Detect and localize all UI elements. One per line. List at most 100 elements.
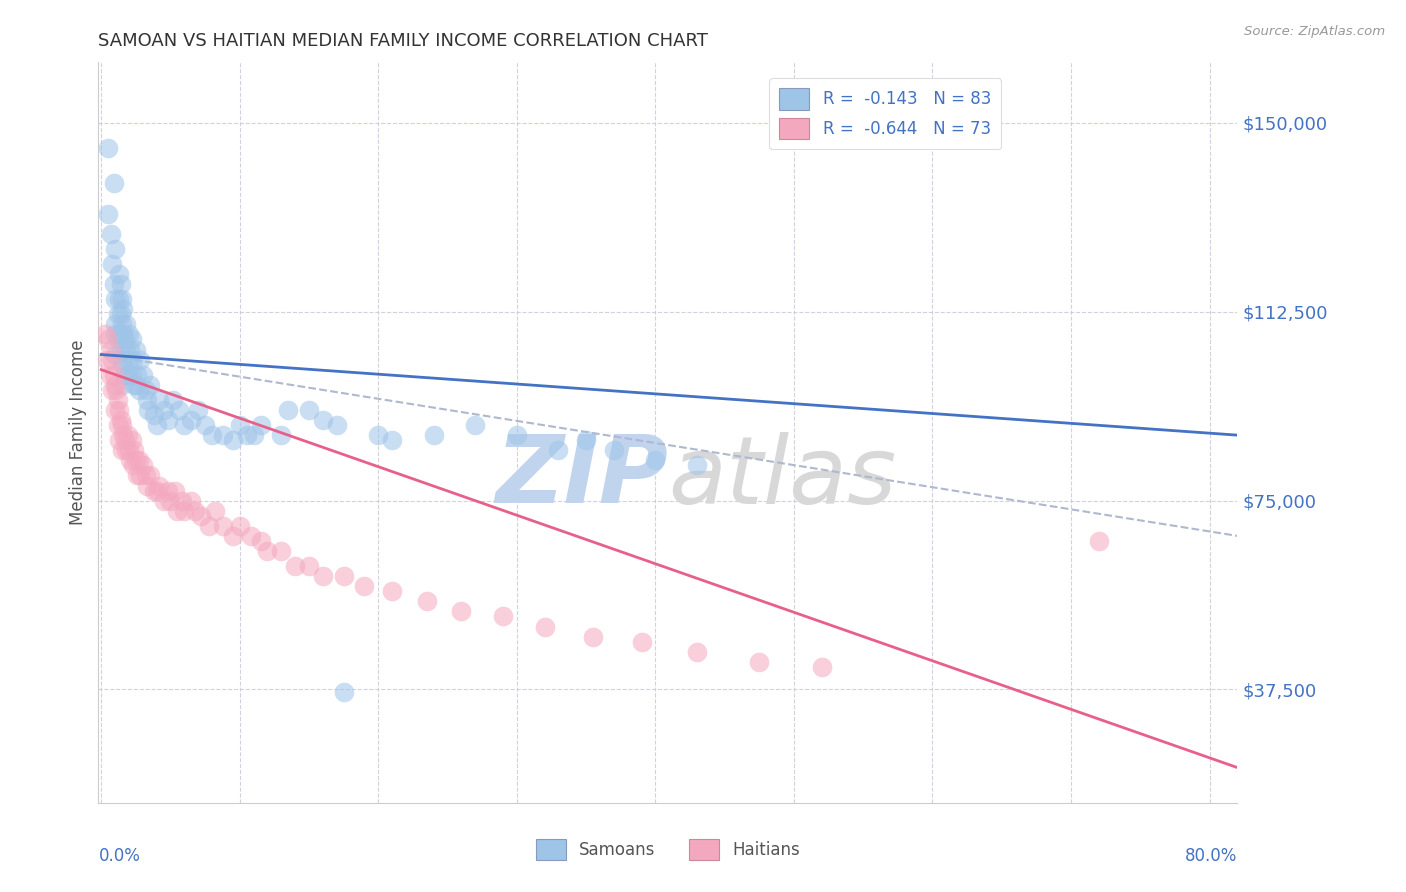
Point [575,433,598,447]
Point [506,428,529,442]
Point [117,428,139,442]
Point [107,307,129,321]
Text: ZIP: ZIP [495,431,668,523]
Point [104,377,127,392]
Y-axis label: Median Family Income: Median Family Income [69,340,87,525]
Point [686,645,709,659]
Point [145,418,167,433]
Point [96,352,118,367]
Point [298,559,321,574]
Point [110,343,132,357]
Point [167,403,190,417]
Point [312,569,335,583]
Point [748,655,770,669]
Point [124,443,146,458]
Point [180,493,202,508]
Point [138,377,160,392]
Point [112,327,135,342]
Point [127,368,149,382]
Point [148,392,170,407]
Point [125,377,148,392]
Point [122,458,145,473]
Point [156,483,179,498]
Point [128,383,150,397]
Point [148,478,170,492]
Point [111,333,134,347]
Point [112,358,135,372]
Text: SAMOAN VS HAITIAN MEDIAN FAMILY INCOME CORRELATION CHART: SAMOAN VS HAITIAN MEDIAN FAMILY INCOME C… [98,32,709,50]
Point [249,418,271,433]
Point [180,413,202,427]
Point [194,418,217,433]
Point [229,418,252,433]
Point [117,368,139,382]
Point [100,227,122,241]
Point [547,443,569,458]
Point [492,609,515,624]
Point [229,518,252,533]
Point [114,333,136,347]
Point [125,343,148,357]
Point [108,433,131,447]
Point [124,377,146,392]
Point [103,368,125,382]
Point [242,428,264,442]
Point [110,277,132,291]
Point [114,368,136,382]
Point [156,413,179,427]
Point [110,413,132,427]
Point [135,383,157,397]
Point [644,453,666,467]
Point [97,141,120,155]
Point [135,478,157,492]
Point [190,508,212,523]
Point [810,660,832,674]
Point [121,333,143,347]
Point [184,504,207,518]
Point [132,458,155,473]
Point [112,302,135,317]
Point [277,403,299,417]
Point [166,504,188,518]
Point [105,383,128,397]
Point [416,594,439,608]
Point [367,428,389,442]
Point [94,327,117,342]
Point [122,352,145,367]
Point [111,292,134,306]
Point [136,403,159,417]
Point [111,418,134,433]
Point [163,483,186,498]
Legend: Samoans, Haitians: Samoans, Haitians [527,830,808,869]
Point [127,468,149,483]
Point [198,518,221,533]
Text: 0.0%: 0.0% [98,847,141,865]
Point [129,352,152,367]
Point [222,529,245,543]
Text: 80.0%: 80.0% [1185,847,1237,865]
Point [212,428,235,442]
Point [108,267,131,281]
Point [97,206,120,220]
Point [159,493,181,508]
Point [125,453,148,467]
Point [201,428,224,442]
Point [121,368,143,382]
Point [256,544,278,558]
Point [118,443,141,458]
Point [173,418,195,433]
Point [270,428,292,442]
Point [381,584,404,599]
Point [112,428,135,442]
Point [332,569,354,583]
Point [107,418,129,433]
Point [170,493,193,508]
Point [450,604,472,618]
Point [152,493,174,508]
Point [107,333,129,347]
Point [118,352,141,367]
Point [104,292,127,306]
Point [104,242,127,256]
Point [298,403,321,417]
Point [284,559,307,574]
